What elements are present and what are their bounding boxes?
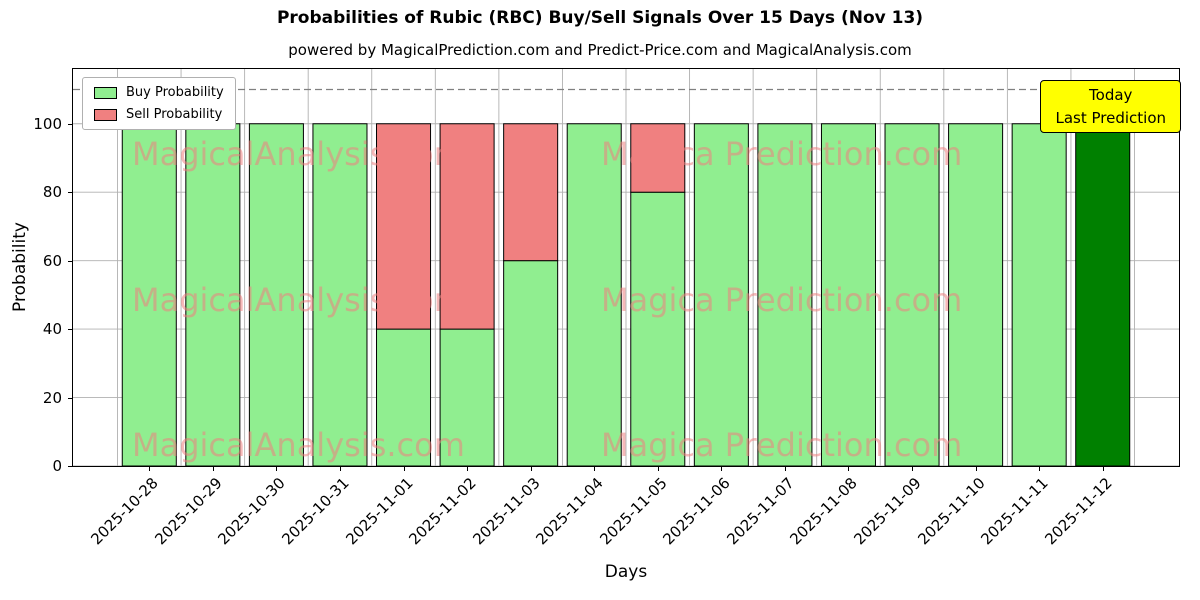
bar-sell-2025-11-01 xyxy=(376,123,432,330)
bar-buy-2025-11-03 xyxy=(503,260,559,466)
bar-sell-2025-11-02 xyxy=(439,123,495,330)
bar-buy-2025-10-30 xyxy=(248,123,304,466)
y-tick-mark xyxy=(68,260,72,262)
bar-buy-2025-11-05 xyxy=(630,191,686,466)
x-tick-label: 2025-11-03 xyxy=(468,474,544,549)
x-tick-label: 2025-11-06 xyxy=(659,474,735,549)
bar-sell-2025-11-05 xyxy=(630,123,686,193)
x-tick-mark xyxy=(657,467,659,471)
plot-area: MagicalAnalysis.com Magica Prediction.com… xyxy=(72,68,1180,467)
x-tick-mark xyxy=(403,467,405,471)
y-tick-mark xyxy=(68,466,72,467)
x-tick-mark xyxy=(1039,467,1041,471)
bar-buy-2025-10-28 xyxy=(121,123,177,466)
x-tick-mark xyxy=(721,467,723,471)
x-tick-mark xyxy=(1102,467,1104,471)
x-tick-mark xyxy=(339,467,341,471)
x-tick-mark xyxy=(530,467,532,471)
x-tick-label: 2025-10-30 xyxy=(214,474,290,549)
today-annotation-line1: Today xyxy=(1089,86,1133,104)
x-tick-label: 2025-11-10 xyxy=(913,474,989,549)
y-tick-mark xyxy=(68,397,72,399)
today-annotation-line2: Last Prediction xyxy=(1055,108,1166,127)
y-tick-label: 40 xyxy=(42,320,62,339)
legend-swatch-buy xyxy=(94,86,117,99)
x-tick-mark xyxy=(975,467,977,471)
legend-item-buy: Buy Probability xyxy=(94,85,224,100)
x-tick-mark xyxy=(848,467,850,471)
x-tick-mark xyxy=(467,467,469,471)
bar-buy-2025-11-08 xyxy=(820,123,876,466)
x-tick-mark xyxy=(212,467,214,471)
x-tick-mark xyxy=(149,467,151,471)
bar-buy-2025-11-04 xyxy=(566,123,622,466)
x-axis-label: Days xyxy=(604,562,648,582)
x-tick-mark xyxy=(912,467,914,471)
bar-buy-2025-11-02 xyxy=(439,328,495,466)
legend-label-sell: Sell Probability xyxy=(126,107,223,122)
legend-swatch-sell xyxy=(94,108,117,121)
x-tick-label: 2025-11-11 xyxy=(977,474,1052,549)
bar-buy-2025-11-12 xyxy=(1075,123,1131,466)
bar-buy-2025-11-01 xyxy=(376,328,432,466)
bar-buy-2025-11-07 xyxy=(757,123,813,466)
bar-buy-2025-11-11 xyxy=(1011,123,1067,466)
x-tick-label: 2025-11-08 xyxy=(786,474,862,549)
legend: Buy Probability Sell Probability xyxy=(82,77,236,130)
bar-buy-2025-11-09 xyxy=(884,123,940,466)
y-tick-label: 60 xyxy=(42,251,62,270)
bar-buy-2025-11-10 xyxy=(948,123,1004,466)
x-tick-label: 2025-10-31 xyxy=(278,474,353,549)
bar-buy-2025-10-29 xyxy=(185,123,241,466)
x-tick-label: 2025-11-09 xyxy=(850,474,925,549)
y-tick-mark xyxy=(68,123,72,125)
y-tick-mark xyxy=(68,329,72,331)
x-tick-mark xyxy=(276,467,278,471)
today-annotation: Today Last Prediction xyxy=(1040,80,1181,133)
x-tick-mark xyxy=(784,467,786,471)
y-tick-label: 80 xyxy=(42,183,62,202)
x-tick-label: 2025-11-02 xyxy=(405,474,480,549)
bar-sell-2025-11-03 xyxy=(503,123,559,262)
x-tick-label: 2025-11-07 xyxy=(723,474,798,549)
legend-label-buy: Buy Probability xyxy=(126,85,224,100)
chart-subtitle: powered by MagicalPrediction.com and Pre… xyxy=(288,41,912,59)
x-tick-label: 2025-10-29 xyxy=(151,474,226,549)
x-tick-label: 2025-11-01 xyxy=(341,474,417,549)
y-tick-mark xyxy=(68,192,72,194)
x-tick-mark xyxy=(594,467,596,471)
y-tick-label: 100 xyxy=(33,114,62,133)
x-tick-label: 2025-11-04 xyxy=(532,474,607,549)
y-tick-label: 20 xyxy=(42,388,62,407)
bar-buy-2025-10-31 xyxy=(312,123,368,466)
legend-item-sell: Sell Probability xyxy=(94,107,224,122)
x-tick-label: 2025-11-05 xyxy=(596,474,671,549)
y-tick-label: 0 xyxy=(52,457,62,475)
x-tick-label: 2025-11-12 xyxy=(1041,474,1116,549)
x-tick-label: 2025-10-28 xyxy=(87,474,162,549)
plot-canvas xyxy=(73,69,1179,466)
bar-buy-2025-11-06 xyxy=(693,123,749,466)
chart-title: Probabilities of Rubic (RBC) Buy/Sell Si… xyxy=(276,8,924,28)
